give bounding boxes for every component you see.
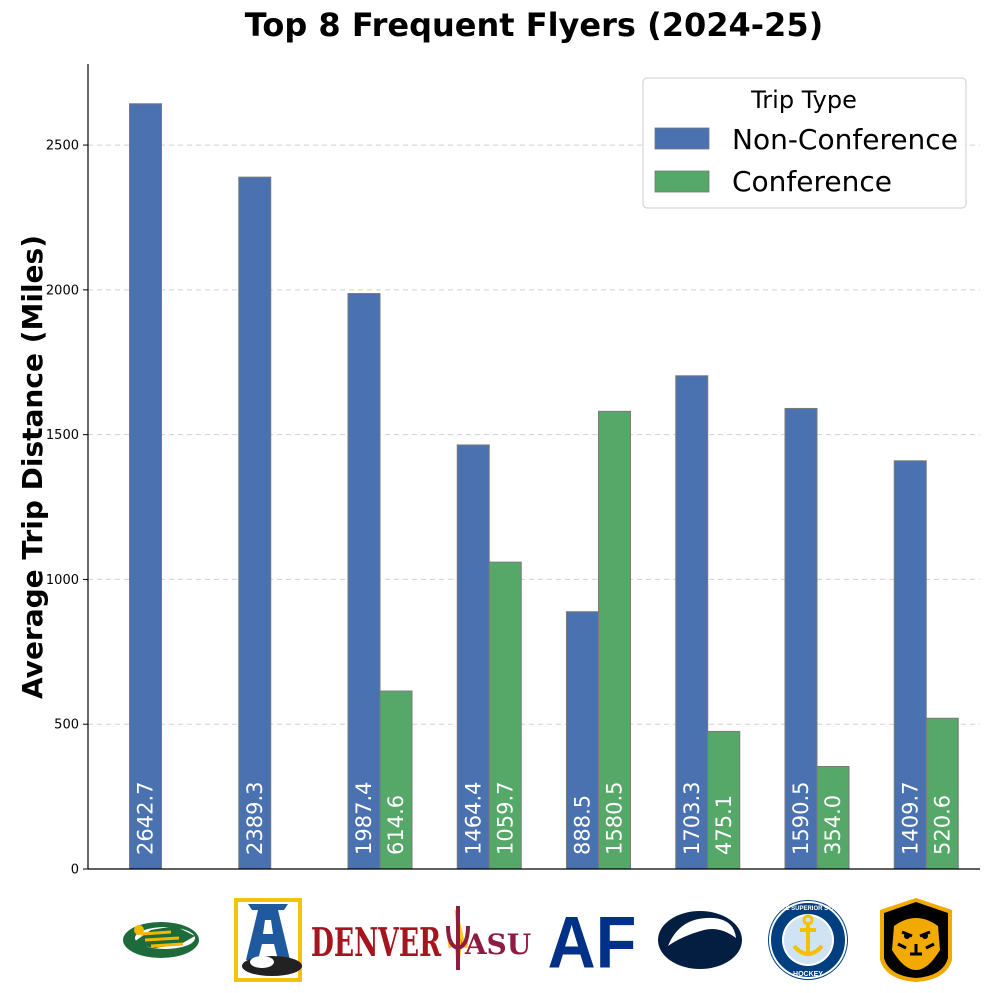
legend-frame: [642, 77, 967, 209]
y-tick-label: 1000: [46, 573, 79, 588]
bar-value-label: 354.0: [821, 795, 845, 855]
gridlines: [88, 144, 980, 725]
bar-non-conference: [893, 460, 927, 870]
bar-non-conference: [566, 611, 599, 870]
y-tick-label: 2000: [46, 283, 79, 298]
bar-value-label: 475.1: [712, 795, 736, 855]
axes: [87, 64, 980, 870]
svg-text:DENVER: DENVER: [311, 920, 441, 966]
bar-value-label: 1464.4: [461, 782, 485, 855]
bar-value-label: 1590.5: [789, 782, 813, 855]
air-force-logo-icon: AF: [548, 901, 637, 983]
denver-logo-icon: DENVER: [311, 920, 441, 966]
legend-title: Trip Type: [750, 86, 857, 114]
legend: Trip Type Non-Conference Conference: [642, 77, 967, 209]
bar-conference: [707, 730, 741, 870]
bar-non-conference: [784, 407, 818, 870]
chart-title: Top 8 Frequent Flyers (2024-25): [245, 6, 823, 44]
bar-value-label: 1703.3: [680, 782, 704, 855]
svg-text:LAKE SUPERIOR STATE: LAKE SUPERIOR STATE: [773, 906, 843, 912]
bar-value-label: 1987.4: [352, 782, 376, 855]
bar-conference: [816, 765, 850, 870]
bar-value-label: 520.6: [930, 795, 954, 855]
y-tick-label: 2500: [46, 139, 79, 154]
legend-label-non-conference: Non-Conference: [732, 123, 958, 156]
bar-non-conference: [347, 293, 381, 870]
legend-swatch-conference: [654, 170, 710, 193]
penn-state-logo-icon: [658, 911, 742, 969]
legend-swatch-non-conference: [654, 127, 710, 150]
bar-value-label: 614.6: [384, 795, 408, 855]
colorado-college-logo-icon: [880, 898, 952, 982]
svg-text:ASU: ASU: [464, 928, 531, 961]
bar-value-label: 1409.7: [898, 782, 922, 855]
bar-value-label: 2642.7: [134, 782, 158, 855]
bar-value-label: 2389.3: [243, 782, 267, 855]
y-tick-label: 500: [54, 718, 79, 733]
bar-conference: [925, 717, 959, 870]
svg-text:HOCKEY: HOCKEY: [793, 971, 823, 978]
legend-label-conference: Conference: [732, 165, 892, 198]
seawolf-logo-icon: [123, 922, 199, 958]
bar-value-label: 1580.5: [603, 782, 627, 855]
bar-value-label: 888.5: [571, 795, 595, 855]
bar-non-conference: [129, 103, 162, 870]
y-tick-label: 1500: [46, 428, 79, 443]
lssu-logo-icon: HOCKEY LAKE SUPERIOR STATE: [768, 900, 848, 980]
asu-logo-icon: ASU: [446, 906, 531, 970]
bar-non-conference: [238, 176, 272, 870]
team-logos: DENVER ASU AF HOCKEY LAKE SUPERIOR STAT: [123, 898, 952, 983]
bars: [129, 103, 959, 870]
nanook-logo-icon: [234, 898, 302, 982]
y-axis-label: Average Trip Distance (Miles): [16, 235, 49, 699]
svg-text:AF: AF: [548, 901, 637, 983]
bar-non-conference: [675, 375, 709, 870]
bar-conference: [598, 410, 631, 870]
y-tick-label: 0: [71, 863, 79, 878]
bar-value-label: 1059.7: [493, 782, 517, 855]
data-labels: 2642.7 2389.3 1987.4 1464.4 888.5 1703.3 1590.…: [134, 782, 955, 855]
y-axis-ticks: 0 500 1000 1500 2000 2500: [46, 139, 88, 878]
